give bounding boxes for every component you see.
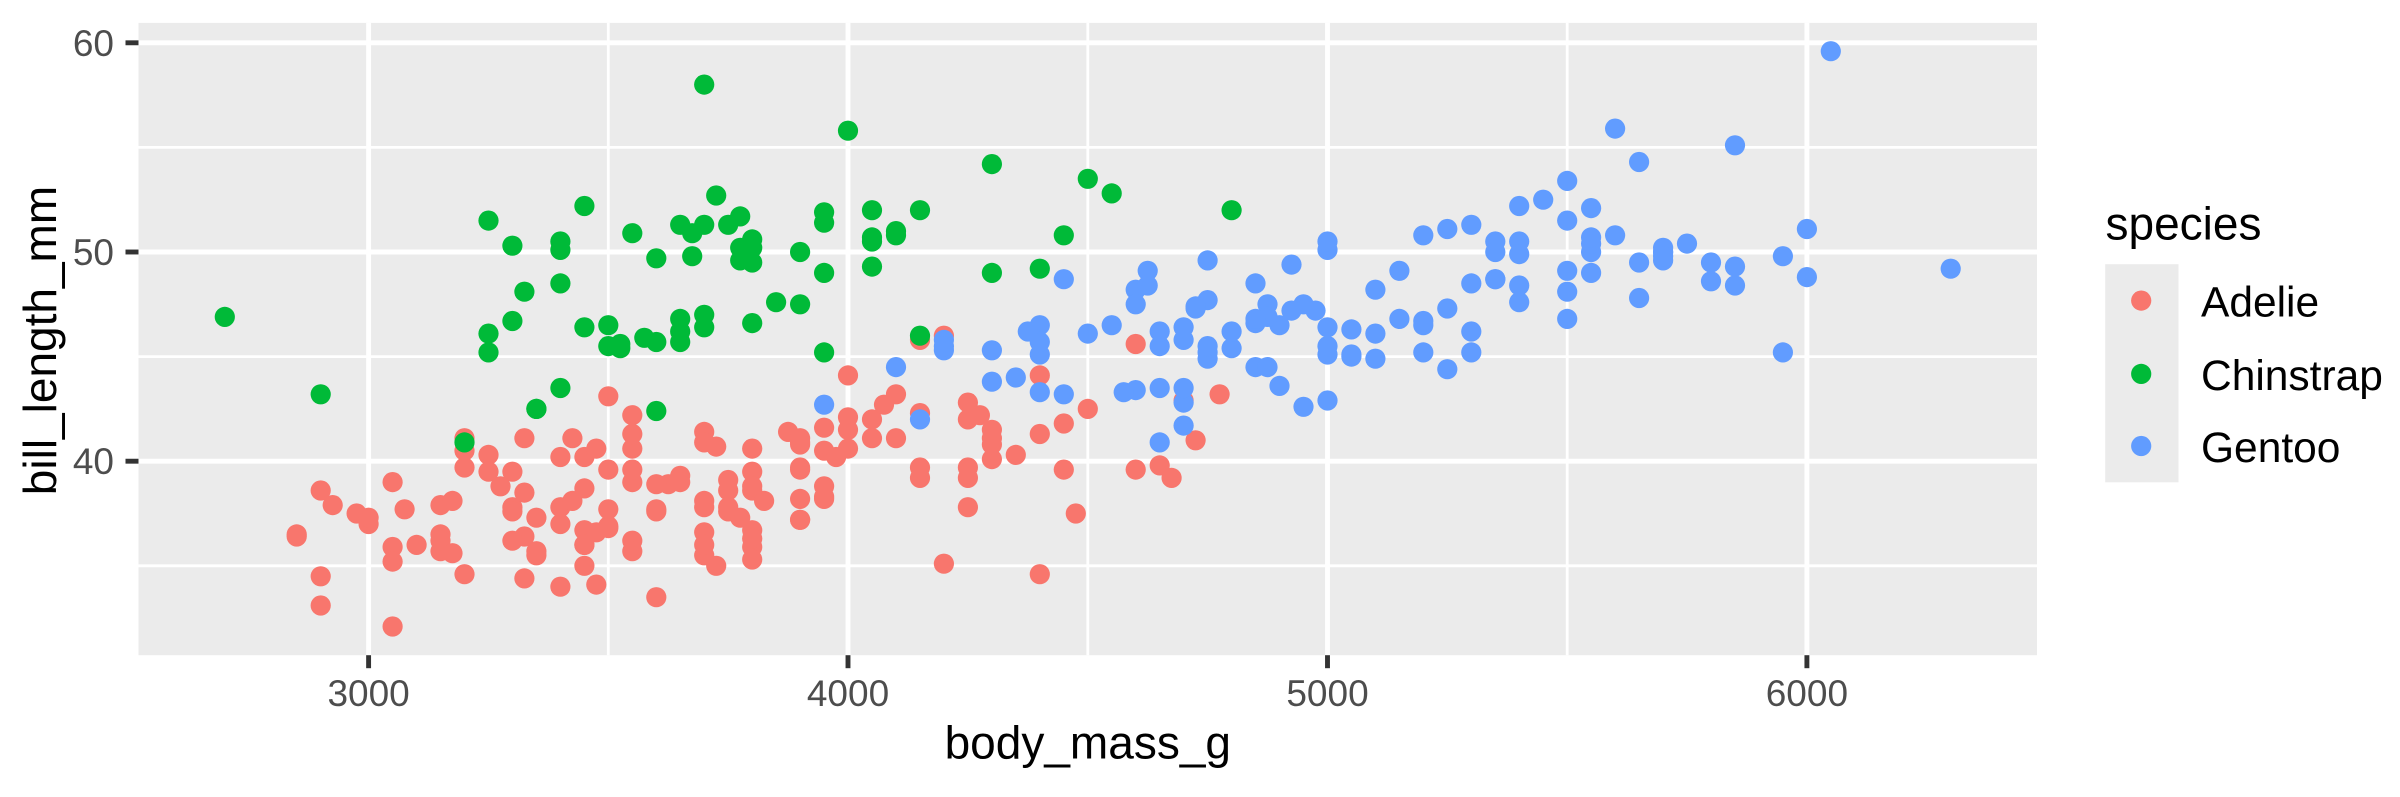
svg-text:Adelie: Adelie — [2201, 280, 2319, 327]
svg-text:50: 50 — [73, 232, 114, 273]
svg-text:bill_length_mm: bill_length_mm — [14, 186, 66, 495]
svg-text:5000: 5000 — [1286, 673, 1368, 714]
svg-text:Chinstrap: Chinstrap — [2201, 353, 2383, 400]
svg-text:species: species — [2106, 197, 2262, 249]
svg-text:body_mass_g: body_mass_g — [945, 717, 1231, 769]
svg-text:4000: 4000 — [807, 673, 889, 714]
svg-text:3000: 3000 — [327, 673, 409, 714]
svg-text:60: 60 — [73, 23, 114, 64]
svg-text:40: 40 — [73, 441, 114, 482]
svg-text:Gentoo: Gentoo — [2201, 425, 2340, 472]
svg-text:6000: 6000 — [1766, 673, 1848, 714]
